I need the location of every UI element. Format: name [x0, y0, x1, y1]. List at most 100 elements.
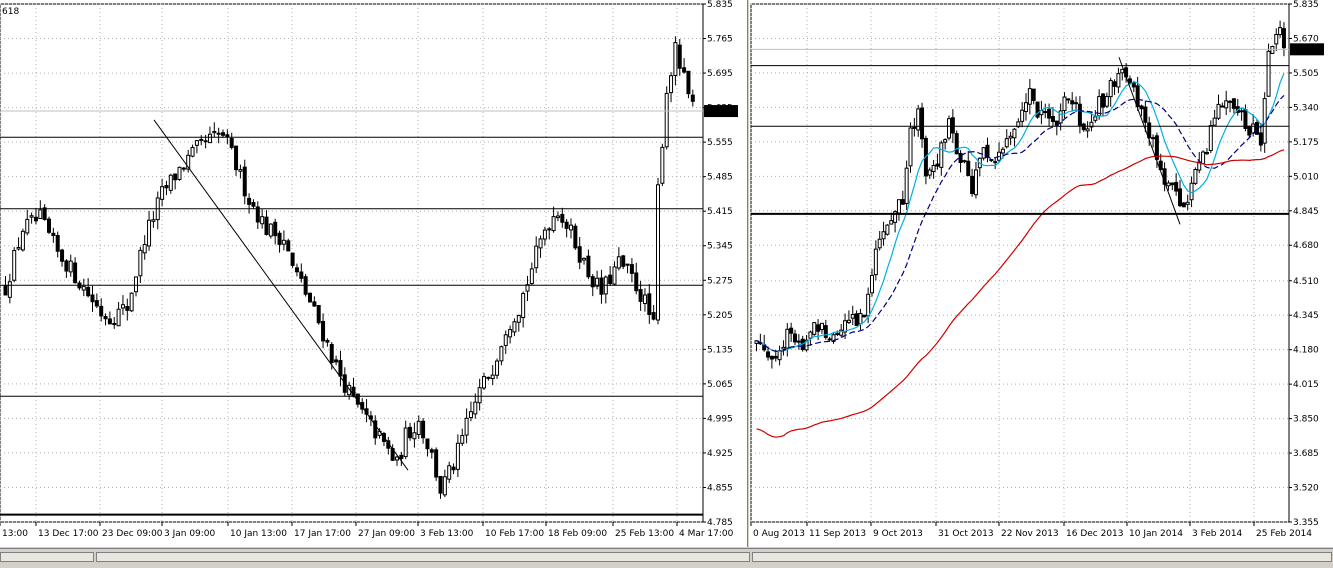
candle-body	[664, 92, 669, 148]
x-tick-label: 0 Aug 2013	[753, 529, 805, 539]
candle-body	[242, 166, 247, 197]
candle-body	[1116, 73, 1121, 88]
candle-body	[138, 249, 143, 277]
candle-body	[690, 94, 695, 102]
candle-body	[268, 223, 273, 237]
candle-body	[38, 209, 43, 220]
candle-body	[866, 293, 871, 317]
candle-body	[551, 216, 556, 232]
candle-body	[1027, 88, 1032, 105]
candle-body	[229, 138, 234, 148]
candle-body	[442, 476, 447, 496]
d1-chart-pane[interactable]: 5.835 5.670 5.505 5.340 5.175 5.010 4.845 4.680…	[749, 0, 1333, 547]
scrollbar-middle[interactable]	[96, 552, 750, 562]
y-tick-label: 5.205	[707, 311, 733, 321]
candle-body	[781, 346, 786, 350]
trendline	[1118, 57, 1181, 225]
x-tick-label: 13:00	[2, 529, 28, 539]
candle-body	[3, 285, 8, 296]
candle-body	[916, 108, 921, 131]
candle-body	[1127, 78, 1132, 84]
x-tick-label: 22 Nov 2013	[1001, 529, 1059, 539]
y-tick-label: 3.520	[1293, 484, 1319, 494]
candle-body	[129, 292, 134, 312]
scrollbar-left[interactable]	[0, 552, 94, 562]
candle-body	[151, 219, 156, 222]
candle-body	[120, 304, 125, 309]
x-tick-label: 27 Jan 09:00	[358, 529, 415, 539]
candle-body	[1131, 82, 1136, 88]
candle-body	[277, 232, 282, 245]
candle-body	[1081, 123, 1086, 131]
candle-body	[1062, 96, 1067, 112]
scrollbar-right[interactable]	[752, 552, 1332, 562]
moving-average-line	[756, 72, 1285, 353]
candle-body	[516, 315, 521, 323]
candle-body	[582, 257, 587, 261]
candle-body	[595, 277, 600, 287]
candle-body	[1174, 181, 1179, 192]
candle-body	[203, 140, 208, 143]
candle-body	[900, 199, 905, 205]
candle-body	[1012, 128, 1017, 139]
candle-body	[651, 312, 656, 320]
candle-body	[1162, 168, 1167, 185]
candle-body	[33, 216, 38, 222]
candle-body	[42, 207, 47, 221]
candle-body	[347, 384, 352, 396]
candle-body	[51, 232, 56, 236]
candle-body	[94, 300, 99, 307]
candle-body	[177, 166, 182, 180]
candle-body	[1104, 96, 1109, 107]
candle-body	[451, 466, 456, 471]
candle-body	[920, 107, 925, 140]
candle-body	[264, 216, 269, 235]
candle-body	[927, 169, 932, 176]
candle-body	[931, 165, 936, 173]
candle-body	[147, 219, 152, 247]
candle-body	[816, 324, 821, 332]
candle-body	[843, 320, 848, 333]
candle-body	[1154, 135, 1159, 160]
candle-body	[308, 292, 312, 303]
candle-body	[877, 238, 882, 249]
candle-body	[1024, 102, 1028, 112]
candle-body	[1181, 202, 1186, 208]
candle-body	[490, 374, 495, 380]
candle-body	[1031, 88, 1036, 101]
candle-body	[1281, 28, 1286, 49]
chart-tabs-bar	[0, 548, 1333, 568]
candle-body	[534, 245, 539, 269]
candle-body	[629, 264, 634, 274]
candle-body	[160, 186, 165, 200]
candle-body	[839, 329, 844, 336]
h4-chart-pane[interactable]: 5.8355.7655.6955.6255.5555.4855.4155.345…	[0, 0, 748, 547]
candle-body	[194, 140, 199, 146]
candle-body	[777, 350, 782, 361]
candle-body	[1193, 169, 1198, 184]
candle-body	[221, 132, 225, 136]
candle-body	[1035, 101, 1040, 118]
h4-candlestick-chart[interactable]: 5.8355.7655.6955.6255.5555.4855.4155.345…	[0, 0, 747, 547]
candle-body	[962, 160, 967, 163]
candle-body	[199, 138, 204, 141]
x-tick-label: 9 Oct 2013	[873, 529, 923, 539]
candle-body	[294, 267, 299, 273]
x-tick-label: 10 Jan 2014	[1129, 529, 1183, 539]
candle-body	[482, 376, 486, 389]
y-tick-label: 5.835	[1293, 0, 1319, 10]
d1-candlestick-chart[interactable]: 5.835 5.670 5.505 5.340 5.175 5.010 4.845 4.680…	[749, 0, 1333, 547]
candle-body	[329, 343, 334, 363]
candle-body	[464, 417, 469, 436]
y-tick-label: 5.340	[1293, 103, 1319, 113]
candle-body	[1058, 110, 1063, 124]
candle-body	[168, 174, 173, 191]
candle-body	[1066, 98, 1071, 101]
y-tick-label: 3.685	[1293, 449, 1319, 459]
candle-body	[260, 216, 265, 225]
candle-body	[634, 272, 639, 292]
price-tag-label: 5.618	[707, 107, 733, 117]
y-tick-label: 5.345	[707, 242, 733, 252]
corner-price-label: 618	[2, 7, 19, 17]
candle-body	[181, 167, 186, 170]
